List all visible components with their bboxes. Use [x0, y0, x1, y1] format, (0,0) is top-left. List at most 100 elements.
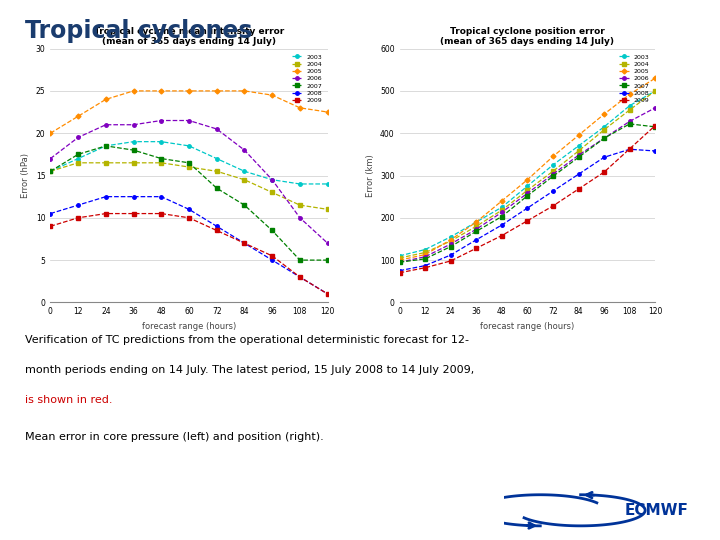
2003: [651, 87, 660, 94]
Legend: 2003, 2004, 2005, 2006, 2007, 2008, 2009: 2003, 2004, 2005, 2006, 2007, 2008, 2009: [289, 52, 325, 106]
2006: [549, 171, 557, 178]
2003: [268, 177, 276, 183]
Line: 2007: 2007: [49, 144, 329, 262]
X-axis label: forecast range (hours): forecast range (hours): [480, 322, 575, 331]
2005: [296, 105, 305, 111]
Line: 2003: 2003: [49, 140, 329, 186]
2007: [74, 151, 83, 158]
2009: [395, 269, 404, 276]
2008: [102, 193, 110, 200]
2005: [575, 132, 583, 139]
2005: [102, 96, 110, 103]
2004: [575, 148, 583, 154]
2003: [212, 156, 221, 162]
2008: [268, 257, 276, 264]
2004: [395, 255, 404, 261]
2006: [212, 126, 221, 132]
2007: [472, 228, 481, 234]
2005: [46, 130, 55, 137]
2006: [74, 134, 83, 141]
2005: [212, 87, 221, 94]
2006: [626, 118, 634, 125]
2005: [130, 87, 138, 94]
2003: [600, 124, 608, 130]
2009: [420, 265, 429, 271]
Line: 2004: 2004: [49, 161, 329, 211]
2009: [157, 211, 166, 217]
2006: [395, 259, 404, 266]
2004: [296, 202, 305, 208]
2009: [130, 211, 138, 217]
2003: [472, 219, 481, 225]
2006: [46, 156, 55, 162]
2009: [185, 214, 194, 221]
2009: [523, 218, 532, 224]
2007: [651, 124, 660, 130]
2003: [46, 168, 55, 174]
2003: [395, 253, 404, 259]
2004: [498, 207, 506, 213]
Legend: 2003, 2004, 2005, 2006, 2007, 2008, 2009: 2003, 2004, 2005, 2006, 2007, 2008, 2009: [617, 52, 652, 106]
2009: [74, 214, 83, 221]
2005: [472, 219, 481, 225]
2006: [600, 135, 608, 141]
2007: [212, 185, 221, 191]
Line: 2004: 2004: [398, 89, 657, 260]
2009: [296, 274, 305, 280]
Line: 2007: 2007: [398, 122, 657, 264]
2009: [472, 245, 481, 252]
2008: [157, 193, 166, 200]
2008: [74, 202, 83, 208]
2006: [420, 253, 429, 260]
2008: [323, 291, 332, 297]
2007: [157, 156, 166, 162]
2007: [523, 193, 532, 199]
2006: [472, 226, 481, 232]
2007: [498, 213, 506, 220]
2005: [600, 111, 608, 117]
2009: [240, 240, 249, 246]
2008: [212, 223, 221, 230]
2008: [240, 240, 249, 246]
2004: [212, 168, 221, 174]
2009: [626, 146, 634, 152]
2007: [395, 259, 404, 266]
2003: [523, 183, 532, 190]
2003: [185, 143, 194, 149]
2007: [323, 257, 332, 264]
2003: [157, 138, 166, 145]
2004: [268, 189, 276, 195]
2004: [157, 160, 166, 166]
2004: [185, 164, 194, 170]
2007: [626, 120, 634, 127]
2008: [420, 262, 429, 269]
2007: [446, 244, 455, 250]
2005: [549, 153, 557, 160]
2004: [472, 223, 481, 230]
2007: [46, 168, 55, 174]
2007: [130, 147, 138, 153]
2004: [240, 177, 249, 183]
2008: [296, 274, 305, 280]
2005: [523, 177, 532, 183]
2009: [268, 253, 276, 259]
2003: [323, 181, 332, 187]
2003: [296, 181, 305, 187]
2008: [46, 211, 55, 217]
2006: [268, 177, 276, 183]
2004: [600, 126, 608, 133]
2003: [74, 156, 83, 162]
Text: is shown in red.: is shown in red.: [25, 395, 113, 406]
2006: [446, 241, 455, 247]
Text: Mean error in core pressure (left) and position (right).: Mean error in core pressure (left) and p…: [25, 431, 324, 442]
2009: [575, 186, 583, 192]
2008: [600, 154, 608, 160]
2006: [523, 190, 532, 197]
2009: [446, 258, 455, 264]
2004: [446, 238, 455, 244]
2006: [130, 122, 138, 128]
2009: [323, 291, 332, 297]
2004: [549, 168, 557, 174]
2006: [323, 240, 332, 246]
2006: [102, 122, 110, 128]
